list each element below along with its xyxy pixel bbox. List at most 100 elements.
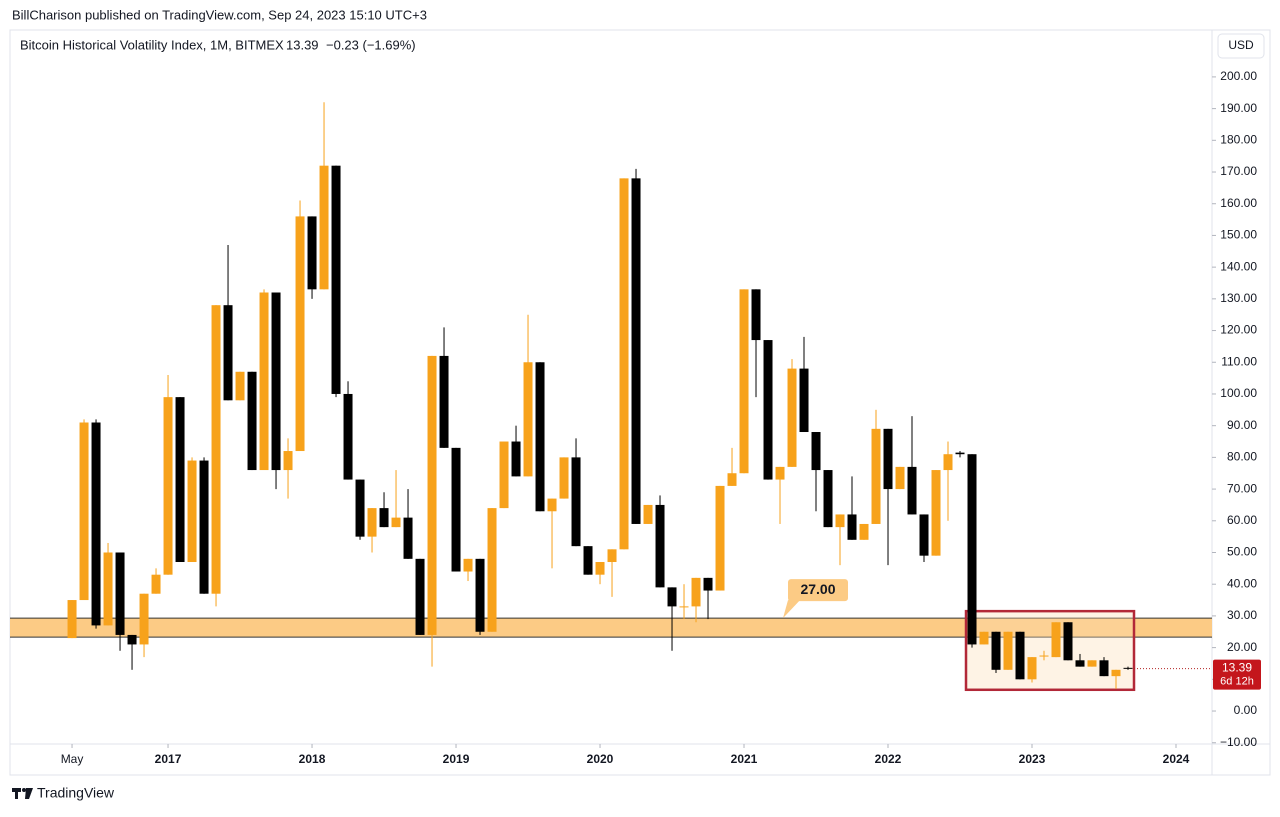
y-tick-label: 0.00	[1234, 703, 1258, 717]
candle-body	[151, 574, 161, 594]
candle-body	[103, 552, 113, 626]
candle-body	[571, 457, 581, 547]
candle-body	[823, 470, 833, 528]
candle-body	[1087, 660, 1097, 667]
candle-body	[619, 178, 629, 550]
header-price: 13.39	[286, 37, 319, 52]
candle-body	[931, 470, 941, 556]
candle-body	[367, 508, 377, 537]
candle-body	[331, 165, 341, 394]
candle-body	[163, 397, 173, 575]
candle-body	[439, 355, 449, 448]
candle-body	[655, 504, 665, 588]
y-tick-label: 90.00	[1227, 418, 1257, 432]
tv-logo	[12, 788, 33, 799]
candle-body	[943, 454, 953, 471]
candle-body	[775, 466, 785, 480]
header-change: −0.23 (−1.69%)	[326, 37, 416, 52]
x-tick-label: 2017	[155, 752, 182, 766]
candle-body	[607, 549, 617, 563]
y-tick-label: 20.00	[1227, 640, 1257, 654]
candle-body	[91, 422, 101, 626]
candle-body	[895, 466, 905, 490]
candle-body	[631, 178, 641, 524]
candle-body	[1003, 631, 1013, 670]
candle-body	[355, 479, 365, 537]
plot: 27.00	[10, 102, 1212, 692]
candle-body	[955, 452, 965, 455]
candle-body	[907, 466, 917, 515]
candle-body	[79, 422, 89, 601]
candle-body	[1099, 660, 1109, 677]
candle-body	[667, 587, 677, 607]
candle-body	[187, 460, 197, 563]
band-label-box	[788, 579, 848, 602]
candle-body	[739, 289, 749, 474]
candle-body	[115, 552, 125, 635]
candle-body	[127, 634, 137, 645]
candle-body	[463, 558, 473, 572]
candle-body	[175, 397, 185, 563]
y-tick-label: 140.00	[1220, 259, 1257, 273]
currency-button[interactable]	[1217, 33, 1265, 59]
y-tick-label: 30.00	[1227, 608, 1257, 622]
y-tick-label: 40.00	[1227, 576, 1257, 590]
candle-body	[307, 216, 317, 290]
x-tick-label: 2020	[587, 752, 614, 766]
candle-body	[511, 441, 521, 477]
x-tick-label: May	[61, 752, 84, 766]
candle-body	[1051, 622, 1061, 658]
candle-body	[403, 517, 413, 559]
footer-brand: TradingView	[37, 785, 115, 801]
candle-body	[859, 523, 869, 540]
candle-body	[763, 340, 773, 480]
x-tick-label: 2023	[1019, 752, 1046, 766]
y-tick-label: 160.00	[1220, 196, 1257, 210]
candle-body	[523, 362, 533, 477]
candle-body	[703, 577, 713, 591]
candle-body	[487, 508, 497, 632]
currency-label: USD	[1228, 38, 1254, 52]
y-tick-label: 200.00	[1220, 69, 1257, 83]
candle-body	[319, 165, 329, 290]
candle-body	[751, 289, 761, 341]
candle-body	[979, 631, 989, 645]
candle-body	[67, 600, 77, 639]
candle-body	[199, 460, 209, 594]
y-tick-label: 110.00	[1221, 354, 1257, 368]
candle-body	[727, 473, 737, 486]
candle-body	[883, 428, 893, 490]
candle-body	[427, 355, 437, 635]
candle-body	[1111, 669, 1121, 677]
y-tick-label: −10.00	[1220, 735, 1257, 749]
candle-body	[271, 292, 281, 471]
candle-body	[1123, 667, 1133, 669]
support-band	[10, 618, 1212, 638]
candle-body	[583, 546, 593, 575]
candle-body	[343, 393, 353, 480]
y-tick-label: 100.00	[1220, 386, 1257, 400]
y-tick-label: 170.00	[1220, 164, 1257, 178]
candle-body	[799, 368, 809, 433]
x-tick-label: 2019	[443, 752, 470, 766]
candle-body	[1027, 657, 1037, 680]
y-tick-label: 70.00	[1227, 481, 1257, 495]
y-tick-label: 130.00	[1220, 291, 1257, 305]
x-tick-label: 2024	[1163, 752, 1190, 766]
candle-body	[559, 457, 569, 499]
y-tick-label: 120.00	[1220, 323, 1257, 337]
candle-body	[223, 305, 233, 401]
candle-body	[451, 447, 461, 572]
candle-body	[499, 441, 509, 509]
candle-body	[475, 558, 485, 632]
candle-body	[535, 362, 545, 512]
candle-body	[991, 631, 1001, 670]
candle-body	[595, 562, 605, 575]
candle-body	[139, 593, 149, 645]
y-tick-label: 190.00	[1220, 101, 1257, 115]
candle-body	[811, 432, 821, 471]
y-tick-label: 150.00	[1220, 228, 1257, 242]
chart-title: Bitcoin Historical Volatility Index, 1M,…	[20, 37, 284, 52]
candle-body	[379, 508, 389, 528]
